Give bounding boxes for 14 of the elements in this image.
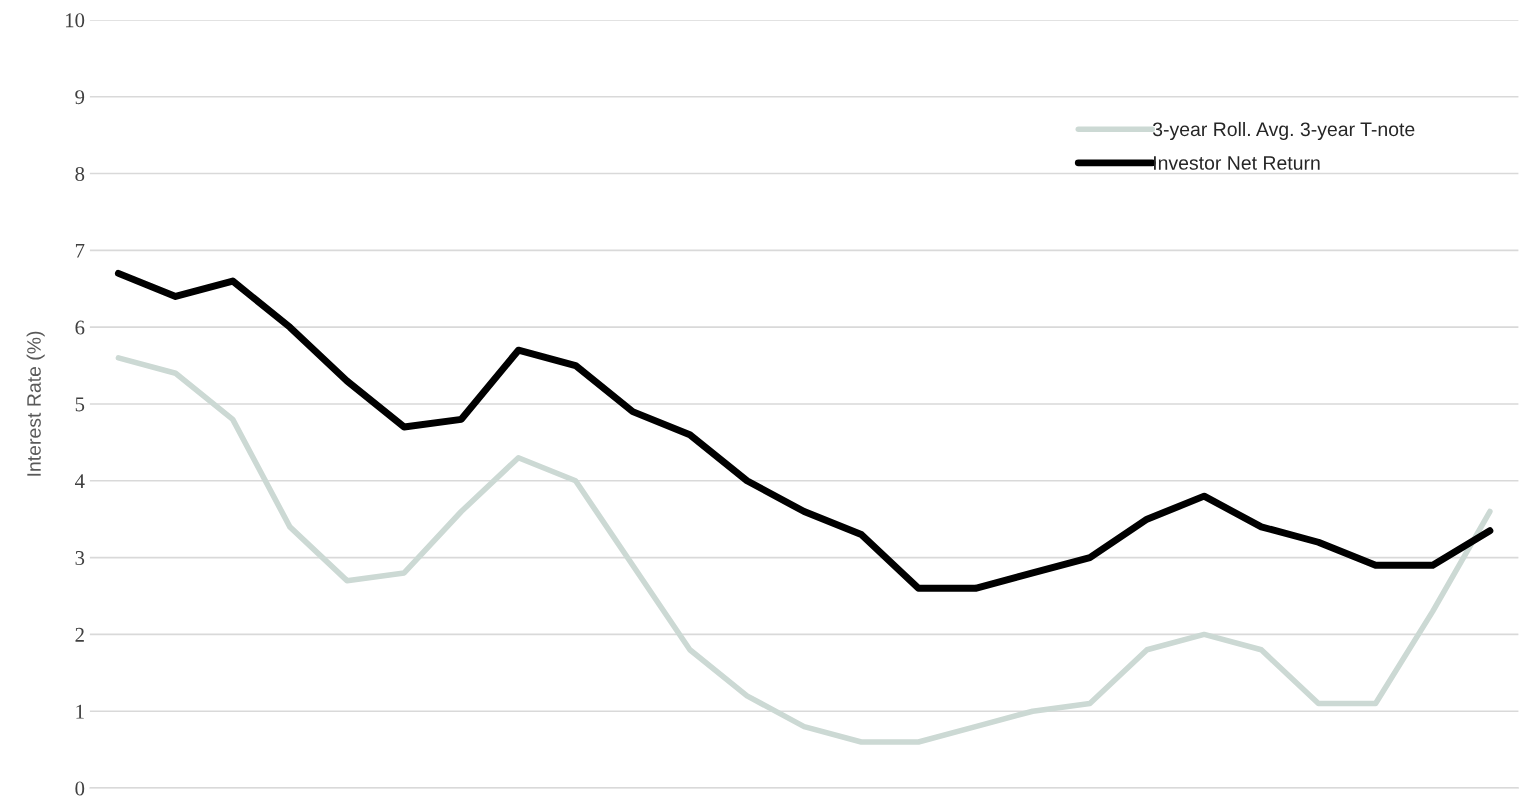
y-tick-label: 0 — [75, 781, 85, 796]
y-tick-label: 1 — [76, 704, 84, 719]
y-tick-label: 3 — [75, 551, 85, 566]
y-axis-title: Interest Rate (%) — [26, 331, 45, 476]
y-tick-label: 10 — [66, 13, 85, 28]
y-tick-label: 5 — [75, 397, 85, 412]
y-tick-label: 6 — [75, 320, 85, 335]
y-tick-label: 8 — [75, 166, 85, 181]
y-tick-label: 9 — [75, 90, 85, 105]
legend-label: 3-year Roll. Avg. 3-year T-note — [1152, 121, 1415, 141]
y-tick-label: 4 — [74, 474, 85, 489]
legend-label: Investor Net Return — [1154, 156, 1320, 170]
y-tick-label: 7 — [75, 243, 85, 258]
y-tick-label: 2 — [75, 627, 84, 642]
